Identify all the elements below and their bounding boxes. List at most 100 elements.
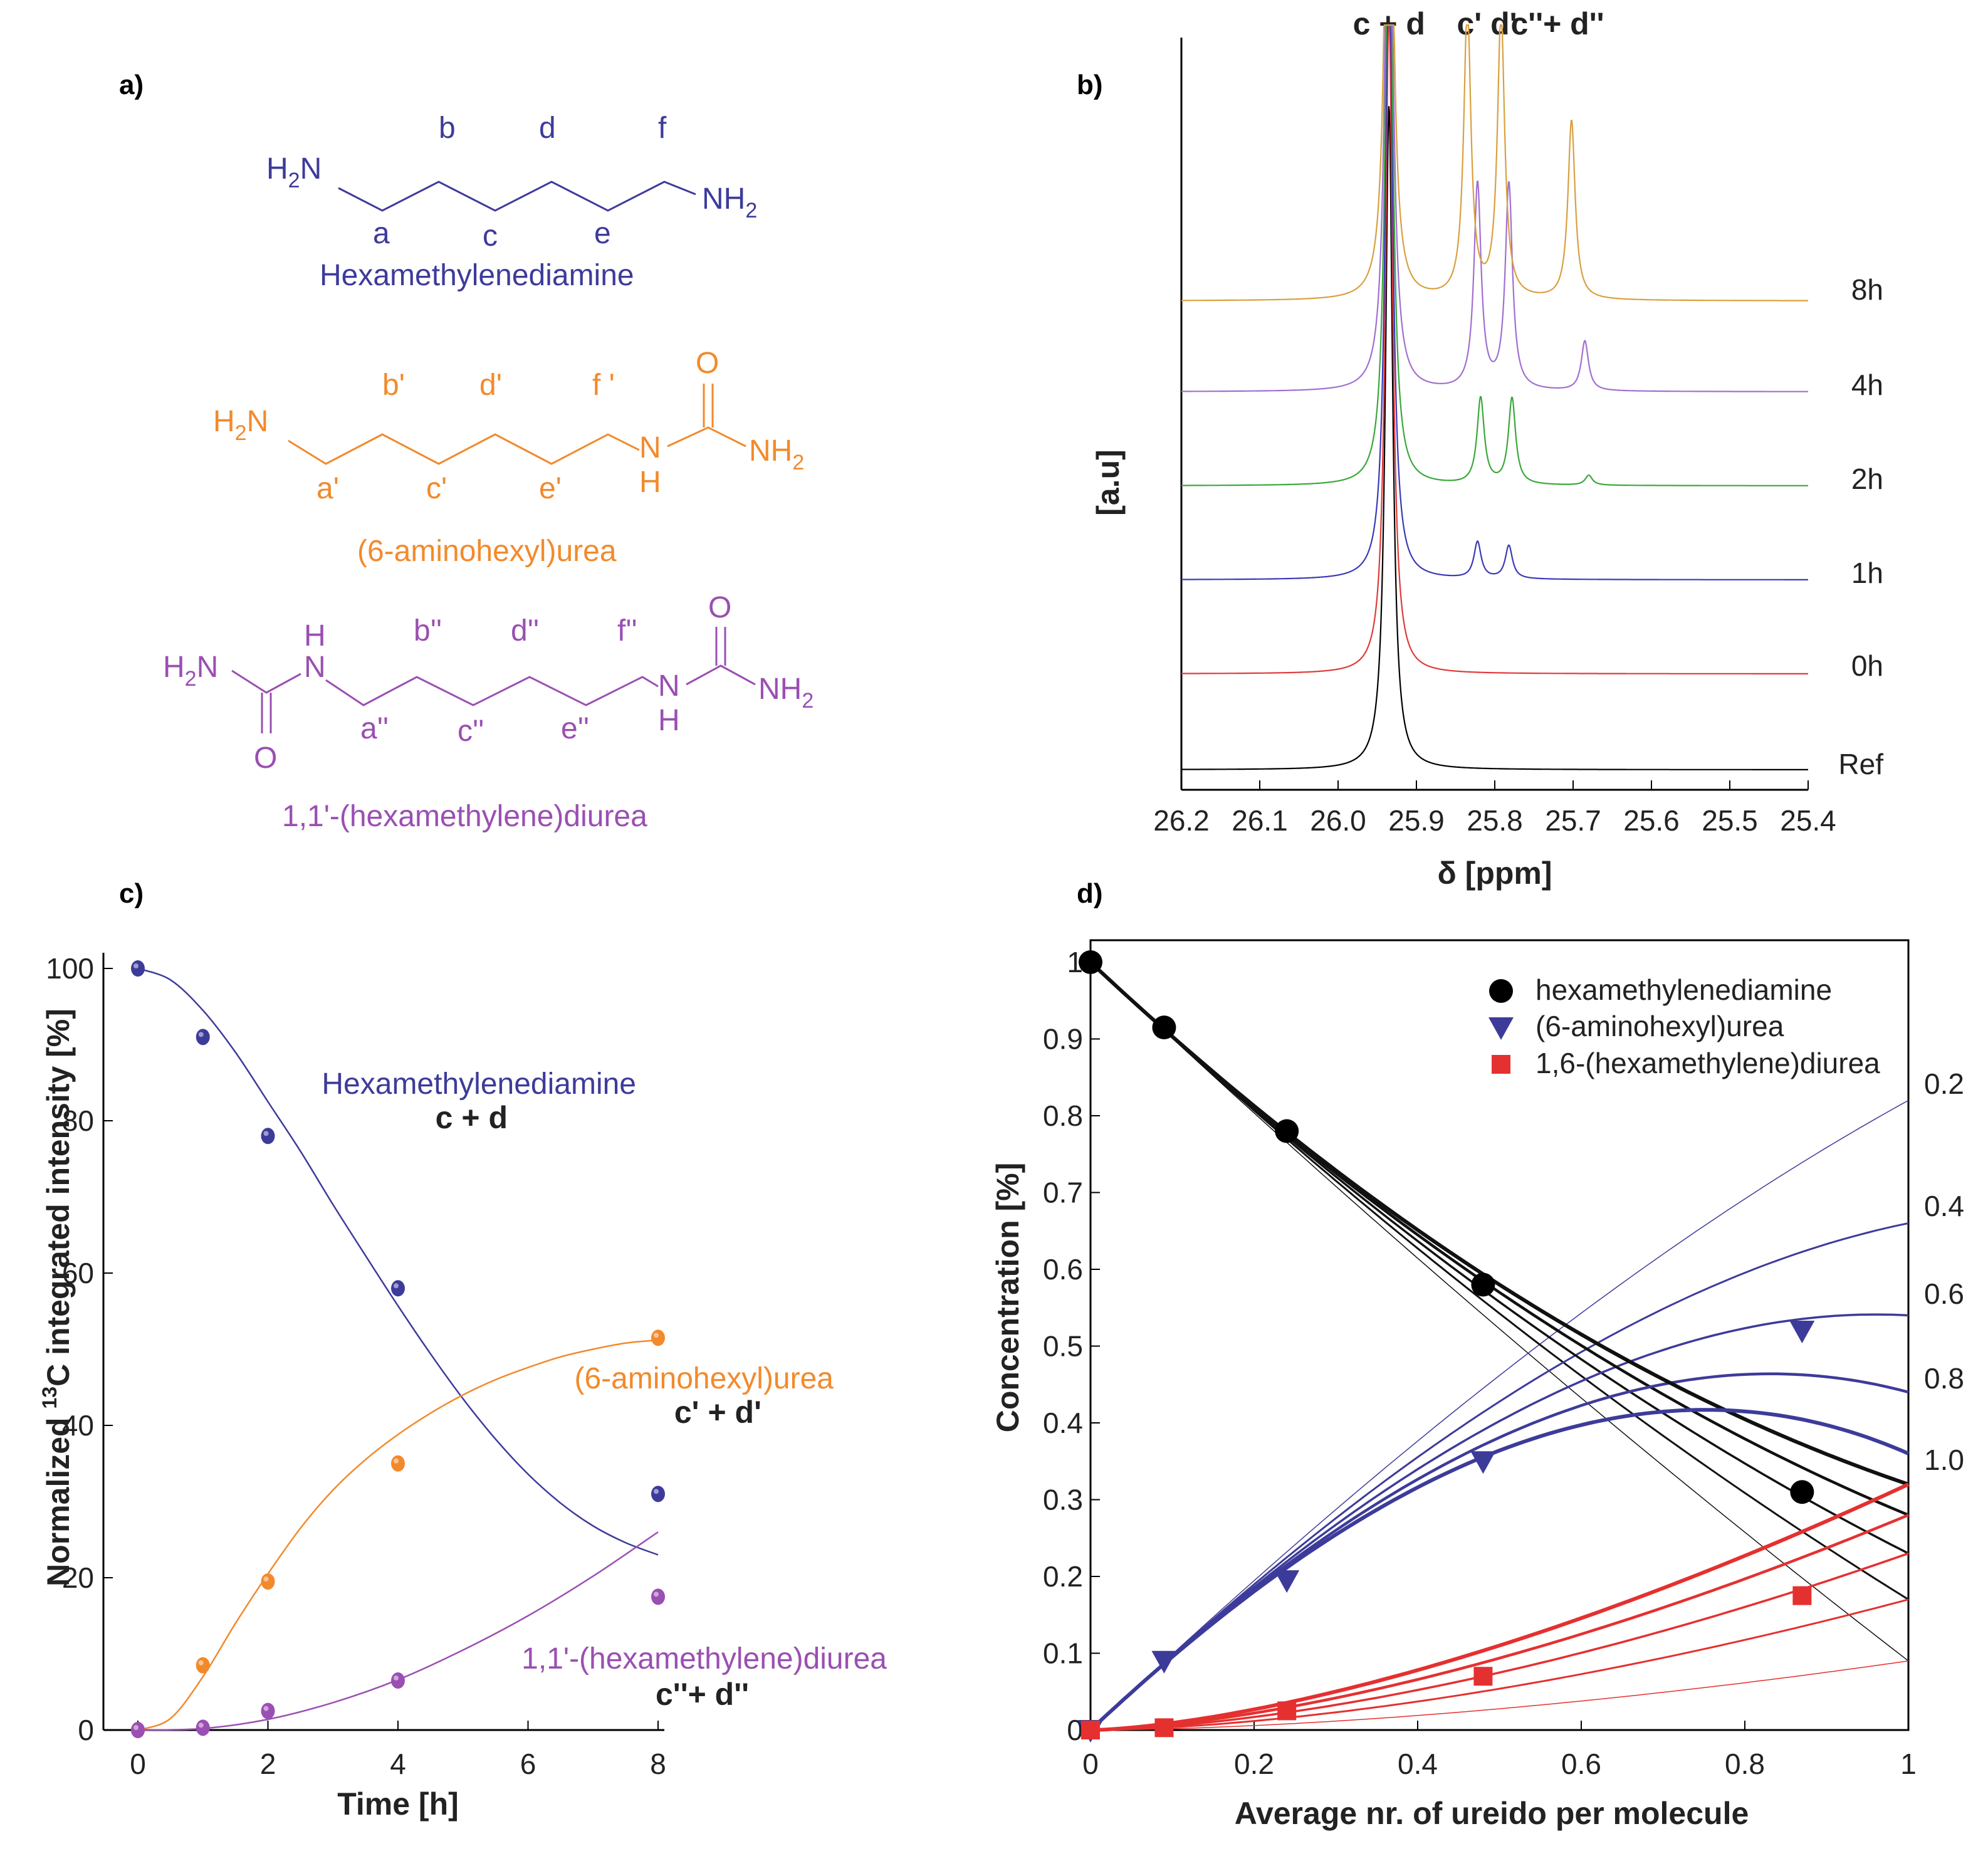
- b-x-tick-label: 26.1: [1232, 804, 1288, 837]
- d-y-tick-label: 0.3: [1043, 1484, 1083, 1516]
- molecule-diurea: H2N H N O N H O NH2 b'' d'' f'' a'' c'' …: [163, 591, 814, 833]
- c-point-highlight: [263, 1706, 269, 1711]
- d-legend: hexamethylenediamine (6-aminohexyl)urea 1,…: [1488, 973, 1880, 1079]
- c-data-point: [261, 1702, 275, 1719]
- d-diurea-point: [1081, 1721, 1100, 1739]
- d-y-tick-label: 0.1: [1043, 1637, 1083, 1670]
- c-point-highlight: [198, 1032, 204, 1037]
- d-diurea-point: [1154, 1718, 1174, 1738]
- c-point-highlight: [394, 1675, 399, 1681]
- d-x-tick-label: 0.6: [1561, 1748, 1601, 1780]
- c-point-highlight: [654, 1333, 659, 1338]
- mol3-right-O: O: [708, 591, 731, 624]
- d-urea-point: [1789, 1321, 1815, 1343]
- mol2-right-group: NH2: [749, 434, 804, 475]
- mol2-letter-f: f ': [592, 369, 615, 402]
- d-diamine-curve: [1090, 962, 1909, 1662]
- mol1-letter-d: d: [539, 112, 556, 145]
- d-curve-param: 0.2: [1924, 1067, 1964, 1100]
- mol1-chain: [338, 181, 696, 212]
- c-point-highlight: [654, 1591, 659, 1597]
- mol3-left-O: O: [254, 742, 277, 775]
- d-y-label: Concentration [%]: [990, 1163, 1025, 1433]
- d-x-tick-label: 0.8: [1725, 1748, 1765, 1780]
- b-spectrum-0h: [1181, 24, 1808, 675]
- c-data-point: [261, 1128, 275, 1145]
- mol3-letter-a: a'': [360, 712, 389, 745]
- mol2-urea-H: H: [639, 466, 661, 499]
- mol2-urea-N: N: [639, 431, 661, 464]
- b-spectrum-8h: [1181, 24, 1808, 302]
- d-y-tick-label: 0.2: [1043, 1560, 1083, 1593]
- c-y-label-part1: Normalized: [41, 1409, 76, 1586]
- d-points: [1078, 950, 1815, 1743]
- mol3-name: 1,1'-(hexamethylene)diurea: [282, 800, 647, 833]
- c-y-tick-label: 0: [78, 1714, 94, 1746]
- c-point-highlight: [394, 1283, 399, 1289]
- b-spectrum-1h: [1181, 24, 1808, 581]
- d-diamine-point: [1471, 1272, 1495, 1297]
- mol1-letter-f: f: [658, 112, 667, 145]
- c-point-highlight: [198, 1723, 204, 1728]
- c-series-sublabel: c + d: [436, 1100, 508, 1135]
- c-y-tick-label: 80: [62, 1104, 94, 1137]
- c-y-tick-label: 40: [62, 1409, 94, 1442]
- mol2-urea-bonds: [667, 426, 746, 448]
- panel-a-structures: H2N NH2 b d f a c e Hexamethylenediamine…: [163, 112, 814, 833]
- mol2-letter-c: c': [426, 472, 447, 505]
- mol1-letter-b: b: [439, 112, 456, 145]
- d-diamine-point: [1275, 1119, 1299, 1143]
- b-spectrum-2h: [1181, 24, 1808, 486]
- c-data-point: [651, 1329, 665, 1346]
- mol3-letter-f: f'': [617, 614, 637, 648]
- mol3-left-urea-bonds: [231, 669, 301, 694]
- c-points: [131, 960, 665, 1738]
- mol1-letter-e: e: [594, 217, 611, 250]
- panel-label-d: d): [1077, 878, 1103, 909]
- molecule-aminohexylurea: H2N N H O NH2 b' d' f ' a' c' e' (6-amin…: [213, 347, 804, 568]
- d-curve-param: 0.8: [1924, 1362, 1964, 1395]
- d-diurea-curve: [1090, 1513, 1909, 1732]
- mol3-left-N: N: [304, 651, 326, 684]
- b-x-tick-label: 25.6: [1623, 804, 1680, 837]
- d-y-tick-label: 0.8: [1043, 1099, 1083, 1132]
- d-urea-point: [1274, 1570, 1300, 1593]
- mol1-letter-c: c: [483, 219, 498, 253]
- b-spectrum-Ref: [1181, 106, 1808, 771]
- b-trace-label: Ref: [1838, 748, 1883, 780]
- c-x-tick-label: 0: [130, 1748, 146, 1780]
- d-diurea-curve: [1090, 1482, 1910, 1732]
- c-data-point: [131, 960, 145, 977]
- b-trace-label: 8h: [1851, 273, 1883, 306]
- panel-label-a: a): [119, 70, 144, 100]
- b-spectrum-4h: [1181, 24, 1808, 392]
- d-diurea-point: [1792, 1586, 1812, 1605]
- c-series-name: Hexamethylenediamine: [322, 1067, 636, 1101]
- d-diamine-point: [1790, 1480, 1814, 1504]
- d-diamine-curve: [1089, 960, 1909, 1486]
- panel-d-concentration: 00.10.20.30.40.50.60.70.80.910 0.2 0.4 0.6 0…: [990, 939, 1964, 1831]
- b-x-tick-label: 25.7: [1545, 804, 1601, 837]
- d-x-tick-label: 0.2: [1234, 1748, 1274, 1780]
- b-x-tick-label: 26.2: [1153, 804, 1210, 837]
- c-y-label: Normalized 13C integrated intensity [%]: [38, 1009, 76, 1586]
- d-curve-param: 0.4: [1924, 1190, 1964, 1222]
- panel-label-b: b): [1077, 70, 1103, 100]
- b-peak-label: c' d': [1457, 6, 1517, 41]
- d-urea-point: [1151, 1650, 1177, 1674]
- c-data-point: [391, 1280, 405, 1297]
- b-x-tick-label: 25.4: [1780, 804, 1836, 837]
- d-legend-marker: [1488, 1017, 1514, 1040]
- c-point-highlight: [133, 1725, 139, 1730]
- c-data-point: [131, 1722, 145, 1738]
- d-y-tick-label: 0.4: [1043, 1407, 1083, 1439]
- d-legend-marker: [1489, 979, 1513, 1003]
- mol2-left-group: H2N: [213, 405, 268, 445]
- b-peak-labels: c + d c' d'c''+ d'': [1353, 6, 1604, 41]
- c-series-sublabel: c''+ d'': [656, 1677, 749, 1712]
- c-series-name: (6-aminohexyl)urea: [574, 1362, 834, 1395]
- c-point-highlight: [654, 1489, 659, 1494]
- b-x-tick-label: 25.9: [1388, 804, 1445, 837]
- c-y-tick-label: 60: [62, 1257, 94, 1289]
- mol2-letter-a: a': [317, 472, 339, 505]
